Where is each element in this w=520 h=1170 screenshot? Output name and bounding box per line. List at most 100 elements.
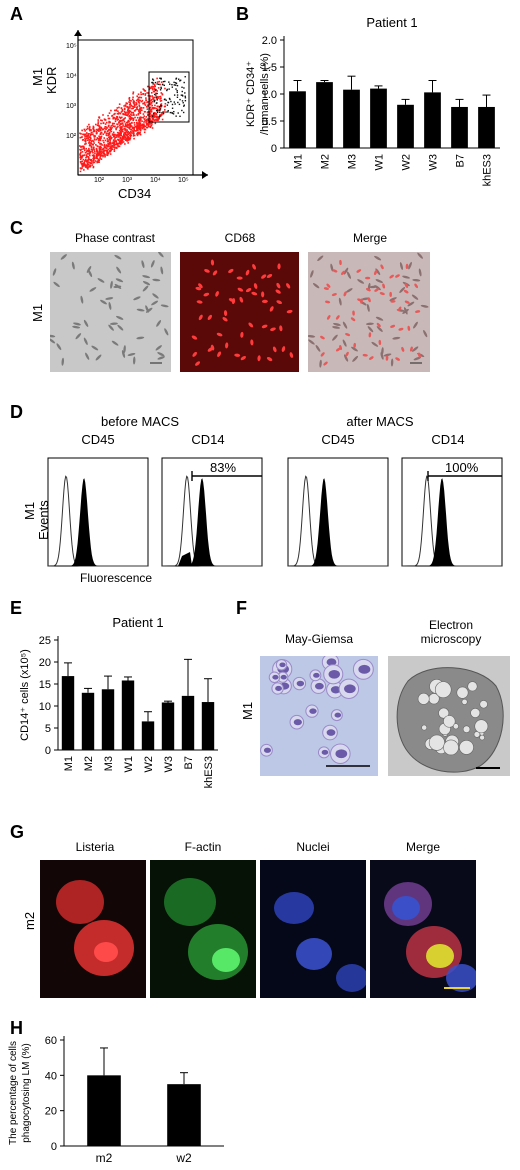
f-title-giemsa: May-Giemsa bbox=[284, 632, 353, 646]
scatter-dot bbox=[149, 119, 152, 121]
scatter-dot bbox=[135, 99, 138, 102]
scatter-dot bbox=[128, 104, 131, 106]
scatter-dot bbox=[123, 108, 126, 111]
scatter-dot bbox=[102, 152, 105, 154]
scatter-dot bbox=[95, 150, 98, 152]
scatter-dot bbox=[79, 158, 82, 161]
scatter-dot bbox=[135, 103, 137, 106]
cell-shape bbox=[333, 322, 341, 326]
scatter-dot bbox=[149, 100, 151, 103]
scatter-dot bbox=[127, 136, 130, 139]
scatter-dot bbox=[116, 116, 119, 119]
scatter-dot bbox=[127, 142, 129, 144]
scatter-dot bbox=[80, 146, 82, 148]
scatter-dot bbox=[99, 128, 102, 131]
cell-shape bbox=[142, 285, 149, 292]
scatter-dot bbox=[152, 119, 155, 121]
cell-shape bbox=[88, 269, 93, 278]
scatter-dot bbox=[80, 151, 82, 154]
scatter-dot bbox=[148, 111, 151, 114]
scatter-dot bbox=[100, 143, 103, 145]
scatter-dot bbox=[96, 148, 98, 151]
f-title-em-1: Electron bbox=[428, 618, 474, 632]
scatter-dot-gated bbox=[183, 81, 185, 84]
scatter-dot bbox=[99, 132, 102, 134]
scatter-dot bbox=[143, 121, 145, 123]
scatter-dot bbox=[83, 149, 86, 152]
scatter-dot bbox=[111, 124, 114, 126]
scatter-dot bbox=[137, 97, 140, 99]
cell-shape bbox=[399, 262, 403, 270]
cell-shape bbox=[345, 288, 353, 293]
scatter-dot bbox=[141, 127, 144, 130]
bar bbox=[81, 692, 95, 750]
scatter-dot bbox=[129, 107, 131, 109]
scatter-dot bbox=[99, 157, 101, 160]
scatter-dot bbox=[105, 145, 108, 147]
scatter-dot bbox=[91, 146, 93, 149]
scatter-dot bbox=[94, 160, 97, 162]
cd68-cell bbox=[198, 283, 203, 289]
merge-cell bbox=[395, 274, 400, 278]
scatter-dot bbox=[156, 96, 159, 98]
scatter-dot bbox=[152, 114, 154, 117]
scatter-dot bbox=[153, 90, 156, 93]
scatter-dot bbox=[160, 113, 162, 116]
cell-shape bbox=[60, 254, 67, 260]
d-ylabel-m1: M1 bbox=[22, 501, 37, 520]
scatter-dot bbox=[132, 107, 134, 110]
panel-label-b: B bbox=[236, 4, 249, 24]
scatter-dot bbox=[114, 109, 116, 112]
scatter-dot bbox=[122, 119, 125, 121]
cd68-cell bbox=[192, 351, 198, 357]
scatter-dot bbox=[152, 106, 154, 109]
scatter-dot bbox=[140, 118, 142, 120]
scatter-dot bbox=[133, 101, 135, 103]
scatter-dot bbox=[155, 94, 157, 97]
scatter-dot bbox=[97, 152, 100, 155]
scatter-dot bbox=[109, 153, 112, 155]
em-vacuole bbox=[467, 681, 478, 692]
scatter-dot bbox=[151, 123, 153, 125]
cell-shape bbox=[374, 255, 382, 261]
x-tick-label: W1 bbox=[374, 154, 386, 171]
scatter-dot-gated bbox=[181, 95, 184, 97]
scatter-dot bbox=[104, 149, 106, 152]
cell-shape bbox=[417, 252, 423, 259]
scatter-dot bbox=[95, 157, 98, 159]
scatter-dot bbox=[91, 160, 93, 162]
scatter-dot-gated bbox=[184, 99, 187, 102]
scatter-dot bbox=[148, 108, 151, 110]
giemsa-nucleus bbox=[335, 749, 348, 759]
scatter-dot bbox=[79, 148, 81, 151]
scatter-dot bbox=[120, 107, 123, 110]
scatter-dot bbox=[139, 127, 142, 129]
cell-shape bbox=[50, 338, 56, 344]
scatter-dot bbox=[144, 94, 147, 96]
em-vacuole bbox=[462, 725, 471, 733]
scatter-dot bbox=[88, 158, 91, 161]
cd68-cell bbox=[245, 288, 252, 293]
scatter-dot bbox=[103, 137, 106, 139]
scatter-dot bbox=[113, 122, 116, 125]
y-tick-label: 2.0 bbox=[262, 35, 277, 47]
scatter-dot bbox=[153, 96, 156, 99]
scatter-dot bbox=[154, 107, 156, 109]
scatter-dot bbox=[108, 121, 111, 123]
giemsa-nucleus bbox=[330, 686, 341, 694]
scatter-dot bbox=[119, 139, 121, 141]
cell-shape bbox=[142, 281, 151, 286]
cell-shape bbox=[53, 281, 60, 288]
scatter-dot-gated bbox=[178, 78, 180, 80]
scatter-dot bbox=[107, 148, 109, 151]
cell-shape bbox=[412, 278, 421, 282]
scatter-dot bbox=[94, 152, 96, 155]
scatter-dot-gated bbox=[175, 115, 177, 117]
scatter-dot bbox=[122, 113, 125, 116]
scatter-dot bbox=[98, 147, 101, 150]
scatter-dot-gated bbox=[151, 115, 154, 117]
scatter-dot bbox=[140, 96, 143, 99]
merge-cell bbox=[405, 263, 409, 269]
scatter-dot bbox=[151, 117, 154, 119]
em-vacuole bbox=[459, 739, 474, 755]
